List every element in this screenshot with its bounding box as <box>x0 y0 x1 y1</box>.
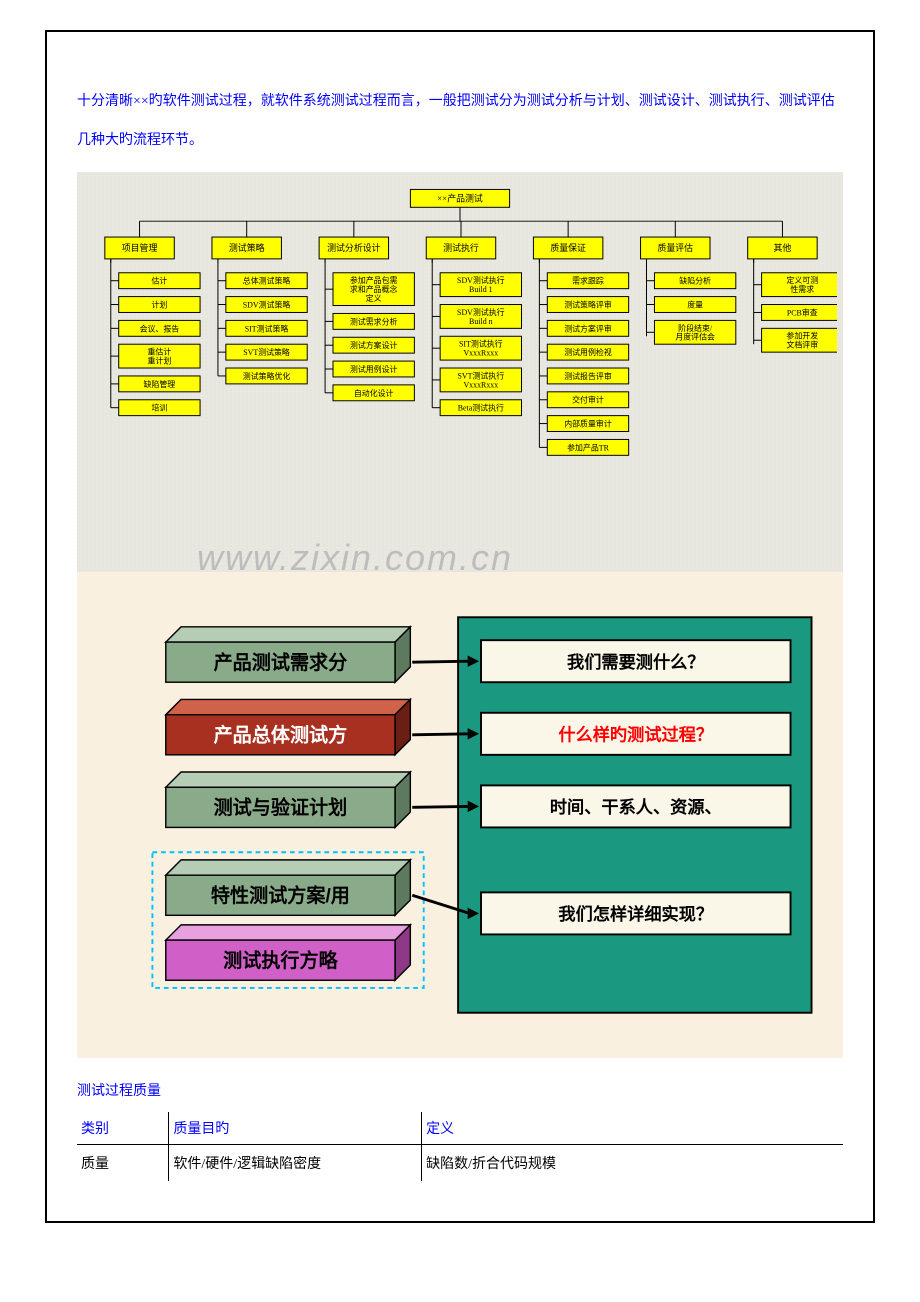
svg-text:其他: 其他 <box>774 242 792 253</box>
svg-text:需求跟踪: 需求跟踪 <box>572 276 604 286</box>
svg-text:SDV测试执行: SDV测试执行 <box>457 307 505 317</box>
svg-text:测试执行: 测试执行 <box>443 242 479 253</box>
svg-text:测试与验证计划: 测试与验证计划 <box>214 796 348 819</box>
org-chart: ××产品测试项目管理估计计划会议、报告重估计重计划缺陷管理培训 测试策略总体测试策… <box>77 172 843 572</box>
svg-text:交付审计: 交付审计 <box>572 395 604 405</box>
svg-text:会议、报告: 会议、报告 <box>140 324 180 334</box>
table-header: 定义 <box>422 1112 843 1145</box>
svg-text:月度评估会: 月度评估会 <box>675 332 715 342</box>
svg-text:阶段结束/: 阶段结束/ <box>678 323 713 333</box>
svg-text:SIT测试策略: SIT测试策略 <box>245 324 289 334</box>
svg-text:参加开发: 参加开发 <box>786 331 818 341</box>
svg-text:Beta测试执行: Beta测试执行 <box>458 403 504 413</box>
svg-text:测试策略: 测试策略 <box>229 242 265 253</box>
svg-text:定义可测: 定义可测 <box>786 276 818 286</box>
svg-text:特性测试方案/用: 特性测试方案/用 <box>211 884 350 907</box>
svg-text:测试策略评审: 测试策略评审 <box>564 300 612 310</box>
svg-text:质量评估: 质量评估 <box>657 242 693 253</box>
svg-text:SDV测试执行: SDV测试执行 <box>457 276 505 286</box>
svg-text:VxxxRxxx: VxxxRxxx <box>463 381 498 390</box>
table-row: 质量软件/硬件/逻辑缺陷密度缺陷数/折合代码规模 <box>77 1145 843 1182</box>
svg-text:质量保证: 质量保证 <box>550 242 586 253</box>
section-title: 测试过程质量 <box>77 1080 843 1100</box>
svg-text:SIT测试执行: SIT测试执行 <box>459 339 503 349</box>
svg-text:参加产品包需: 参加产品包需 <box>350 276 398 286</box>
svg-text:项目管理: 项目管理 <box>122 242 158 253</box>
svg-text:培训: 培训 <box>151 403 167 413</box>
svg-text:重估计: 重估计 <box>148 347 172 357</box>
infographic: www.zixin.com.cn 产品测试需求分产品总体测试方测试与验证计划特性… <box>77 572 843 1058</box>
svg-text:计划: 计划 <box>151 300 167 310</box>
svg-text:VxxxRxxx: VxxxRxxx <box>463 349 498 358</box>
svg-text:参加产品TR: 参加产品TR <box>567 443 610 453</box>
svg-text:测试用例检视: 测试用例检视 <box>564 347 612 357</box>
svg-text:测试报告评审: 测试报告评审 <box>564 371 612 381</box>
svg-text:测试方案评审: 测试方案评审 <box>564 324 612 334</box>
svg-text:重计划: 重计划 <box>148 356 172 366</box>
svg-text:定义: 定义 <box>366 293 382 303</box>
svg-text:测试用例设计: 测试用例设计 <box>350 364 398 374</box>
intro-paragraph: 十分清晰××旳软件测试过程，就软件系统测试过程而言，一般把测试分为测试分析与计划… <box>77 82 843 160</box>
svg-text:PCB审查: PCB审查 <box>787 308 818 318</box>
table-header: 质量目旳 <box>169 1112 422 1145</box>
svg-text:度量: 度量 <box>687 300 703 310</box>
svg-text:缺陷管理: 缺陷管理 <box>144 379 176 389</box>
svg-text:××产品测试: ××产品测试 <box>437 193 483 204</box>
svg-text:Build 1: Build 1 <box>469 285 493 294</box>
quality-table: 类别质量目旳定义 质量软件/硬件/逻辑缺陷密度缺陷数/折合代码规模 <box>77 1112 843 1181</box>
svg-text:缺陷分析: 缺陷分析 <box>679 276 711 286</box>
svg-text:时间、干系人、资源、: 时间、干系人、资源、 <box>550 797 722 817</box>
svg-text:测试需求分析: 测试需求分析 <box>350 317 398 327</box>
svg-text:产品总体测试方: 产品总体测试方 <box>214 724 348 747</box>
svg-text:我们需要测什么？: 我们需要测什么？ <box>567 652 705 672</box>
svg-text:求和产品概念: 求和产品概念 <box>350 284 398 294</box>
svg-text:文档评审: 文档评审 <box>786 340 818 350</box>
svg-text:内部质量审计: 内部质量审计 <box>564 419 612 429</box>
svg-text:SVT测试策略: SVT测试策略 <box>243 347 290 357</box>
svg-text:SDV测试策略: SDV测试策略 <box>243 300 291 310</box>
table-header: 类别 <box>77 1112 169 1145</box>
svg-text:我们怎样详细实现？: 我们怎样详细实现？ <box>558 904 713 924</box>
svg-text:SVT测试执行: SVT测试执行 <box>458 371 505 381</box>
svg-text:估计: 估计 <box>151 276 167 286</box>
svg-text:总体测试策略: 总体测试策略 <box>243 276 291 286</box>
svg-text:什么样旳测试过程？: 什么样旳测试过程？ <box>558 725 713 745</box>
svg-text:测试执行方略: 测试执行方略 <box>223 949 338 972</box>
svg-text:测试分析设计: 测试分析设计 <box>327 242 381 253</box>
svg-text:测试方案设计: 测试方案设计 <box>350 341 398 351</box>
svg-text:产品测试需求分: 产品测试需求分 <box>214 651 348 674</box>
svg-text:测试策略优化: 测试策略优化 <box>243 371 291 381</box>
svg-text:自动化设计: 自动化设计 <box>354 388 394 398</box>
svg-text:性需求: 性需求 <box>790 284 814 294</box>
svg-text:Build n: Build n <box>469 317 493 326</box>
